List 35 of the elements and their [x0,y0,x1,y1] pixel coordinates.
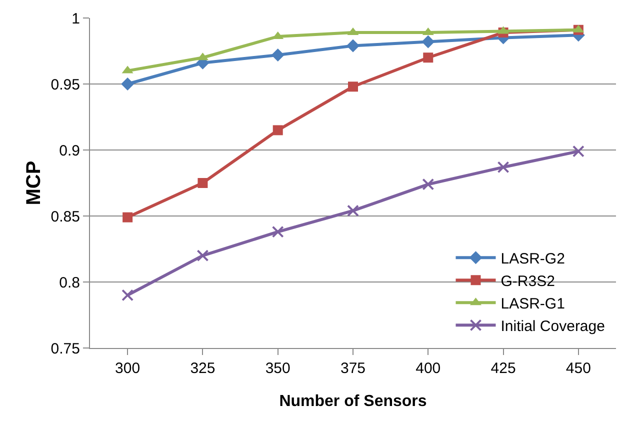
point [272,226,284,238]
legend-label: LASR-G2 [500,250,565,268]
x-axis-title: Number of Sensors [279,393,427,410]
x-tick-label: 350 [265,360,290,377]
legend-label: Initial Coverage [500,318,605,335]
y-tick-label: 0.85 [50,208,80,226]
point [422,178,434,190]
point [198,178,208,188]
legend-label: LASR-G1 [500,296,565,312]
legend-label: G-R3S2 [500,273,555,290]
y-tick-label: 0.75 [50,340,80,358]
x-tick-label: 375 [340,360,366,377]
x-tick-label: 325 [190,360,216,377]
x-tick-label: 425 [490,360,516,377]
point [121,78,134,90]
point [271,48,284,62]
point [572,145,584,158]
point [346,39,360,52]
point [423,52,434,63]
y-tick-label: 0.95 [50,76,80,94]
y-axis-title: MCP [23,160,45,206]
point [348,82,358,92]
y-tick-label: 0.9 [59,142,80,160]
point [422,35,435,48]
point [196,250,209,262]
y-tick-label: 0.8 [59,274,80,292]
point [497,161,510,174]
x-tick-label: 450 [566,360,591,377]
point [122,212,133,222]
point [272,125,283,136]
point [347,204,359,217]
x-tick-label: 300 [115,360,140,377]
y-tick-label: 1 [72,10,80,28]
x-tick-label: 400 [416,360,441,377]
point [122,289,134,302]
